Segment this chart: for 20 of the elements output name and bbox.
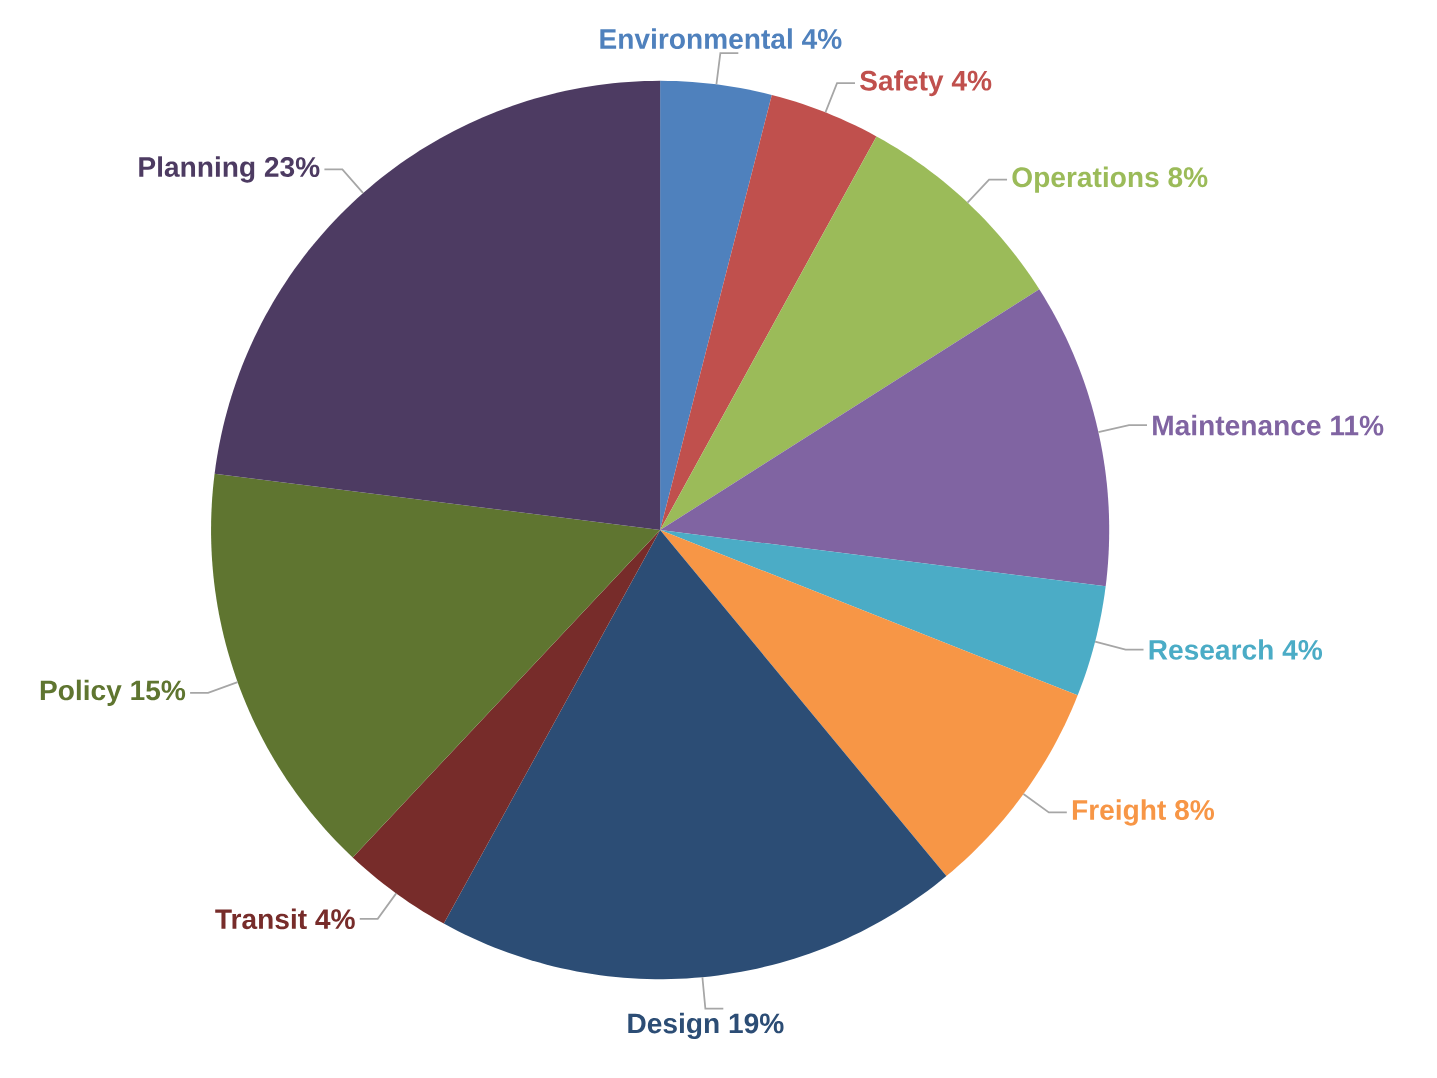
data-label: 8% [1175,800,1215,820]
data-label: 4% [802,29,842,49]
slice-label: Research [1149,639,1273,660]
data-label: 4% [1282,640,1323,660]
slice-label: Planning [139,156,255,183]
data-label: 19% [729,1013,784,1034]
slice-label: Policy [40,679,122,706]
slice-label: Transit [215,908,307,930]
slice-label: Freight [1072,799,1166,826]
slice-label: Maintenance [1153,414,1321,436]
slice-label: Environmental [600,28,792,49]
data-label: 23% [264,157,320,178]
slice-label: Design [628,1012,719,1040]
data-label: 8% [1168,167,1208,188]
slice-label: Operations [1012,166,1159,193]
data-label: 4% [951,70,992,91]
slice-label: Safety [860,69,944,97]
data-label: 15% [131,680,186,701]
data-label: 11% [1331,415,1384,436]
data-label: 4% [315,909,355,930]
